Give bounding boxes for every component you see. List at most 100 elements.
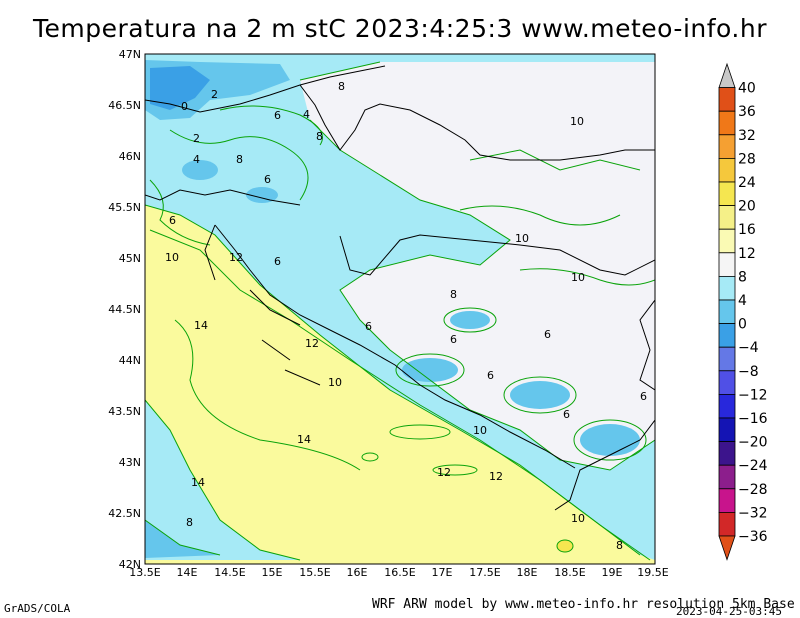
colorbar-label: 32 [738, 128, 756, 144]
contour-label: 8 [236, 153, 243, 166]
colorbar-swatch [718, 228, 736, 254]
dinaric-cool-blob [450, 311, 490, 329]
colorbar: 4036322824201612840−4−8−12−16−20−24−28−3… [718, 62, 768, 561]
colorbar-swatch [718, 370, 736, 395]
lat-label: 46N [119, 150, 141, 163]
lat-label: 42.5N [108, 507, 141, 520]
colorbar-label: 40 [738, 81, 756, 97]
contour-label: 6 [450, 333, 457, 346]
map-title: Temperatura na 2 m stC 2023:4:25:3 www.m… [33, 14, 767, 43]
contour-label: 8 [316, 130, 323, 143]
lon-label: 18E [517, 566, 538, 579]
map-frame [144, 53, 656, 565]
contour-label: 12 [305, 337, 319, 350]
contour-label: 12 [229, 251, 243, 264]
colorbar-label: −20 [738, 435, 768, 451]
colorbar-swatch [718, 110, 736, 136]
lat-label: 43.5N [108, 405, 141, 418]
south-cold-strip [145, 520, 220, 558]
contour-label: 4 [303, 108, 310, 121]
gorski-cool-blob [246, 187, 278, 203]
colorbar-label: 36 [738, 104, 756, 120]
lon-label: 18.5E [554, 566, 585, 579]
lon-label: 13.5E [129, 566, 160, 579]
colorbar-label: −12 [738, 387, 768, 403]
lat-label: 43N [119, 456, 141, 469]
colorbar-swatch [718, 275, 736, 301]
contour-label: 2 [193, 132, 200, 145]
dinaric-cool-blob [510, 381, 570, 409]
contour-label: 10 [570, 115, 584, 128]
colorbar-swatch [718, 62, 736, 88]
colorbar-label: −32 [738, 505, 768, 521]
lon-label: 14.5E [214, 566, 245, 579]
contour-label: 6 [274, 255, 281, 268]
warm-inland-zone [300, 62, 655, 470]
lat-label: 42N [119, 558, 141, 571]
contour-label: 14 [194, 319, 208, 332]
contour-label: 6 [274, 109, 281, 122]
contour-label: 8 [616, 539, 623, 552]
colorbar-swatch [718, 441, 736, 466]
contour-label: 14 [297, 433, 311, 446]
colorbar-swatch [718, 488, 736, 513]
istria-cool-blob [182, 160, 218, 180]
latitude-axis: 47N 46.5N 46N 45.5N 45N 44.5N 44N 43.5N … [108, 48, 141, 571]
colorbar-swatch [718, 299, 736, 325]
contour-label: 4 [193, 153, 200, 166]
colorbar-swatch [718, 393, 736, 419]
colorbar-swatch [718, 464, 736, 490]
contour-label: 0 [181, 100, 188, 113]
contour-label: 6 [544, 328, 551, 341]
colorbar-label: 8 [738, 269, 747, 285]
contour-label: 10 [473, 424, 487, 437]
contour-label: 10 [571, 512, 585, 525]
contour-label: 8 [186, 516, 193, 529]
longitude-axis: 13.5E 14E 14.5E 15E 15.5E 16E 16.5E 17E … [129, 566, 668, 579]
colorbar-label: 24 [738, 175, 756, 191]
alpine-cold-patch [150, 66, 210, 110]
footer-timestamp: 2023-04-25-03:45 [676, 605, 782, 618]
contour-value-labels: 0 2 2 4 4 6 6 6 8 8 8 10 10 10 10 12 12 … [165, 80, 647, 552]
colorbar-label: 16 [738, 222, 756, 238]
lon-label: 17E [432, 566, 453, 579]
lat-label: 44.5N [108, 303, 141, 316]
colorbar-swatch [718, 205, 736, 230]
colorbar-swatch [718, 323, 736, 348]
south-cool-strip [145, 400, 300, 560]
lon-label: 16.5E [384, 566, 415, 579]
contour-label: 6 [264, 173, 271, 186]
lat-label: 46.5N [108, 99, 141, 112]
contour-label: 10 [515, 232, 529, 245]
lon-label: 15.5E [299, 566, 330, 579]
footer-model: WRF ARW model by www.meteo-info.hr resol… [372, 597, 795, 612]
lon-label: 17.5E [469, 566, 500, 579]
contour-label: 10 [571, 271, 585, 284]
footer-credit: GrADS/COLA [4, 602, 71, 615]
lat-label: 44N [119, 354, 141, 367]
colorbar-label: −8 [738, 364, 759, 380]
lat-label: 45N [119, 252, 141, 265]
colorbar-swatch [718, 157, 736, 183]
colorbar-swatch [718, 535, 736, 561]
colorbar-label: −28 [738, 482, 768, 498]
colorbar-label: 4 [738, 293, 747, 309]
contour-label: 6 [640, 390, 647, 403]
lon-label: 15E [262, 566, 283, 579]
contour-label: 6 [487, 369, 494, 382]
lat-label: 45.5N [108, 201, 141, 214]
lon-label: 16E [347, 566, 368, 579]
contour-label: 12 [489, 470, 503, 483]
colorbar-swatch [718, 181, 736, 207]
contour-label: 6 [563, 408, 570, 421]
lon-label: 19.5E [637, 566, 668, 579]
colorbar-swatch [718, 87, 736, 112]
colorbar-label: −4 [738, 340, 759, 356]
country-borders [145, 65, 655, 511]
contour-label: 10 [328, 376, 342, 389]
contour-lines [145, 61, 655, 561]
colorbar-label: 20 [738, 199, 756, 215]
colorbar-swatch [718, 417, 736, 443]
colorbar-label: 28 [738, 151, 756, 167]
colorbar-swatch [718, 252, 736, 277]
